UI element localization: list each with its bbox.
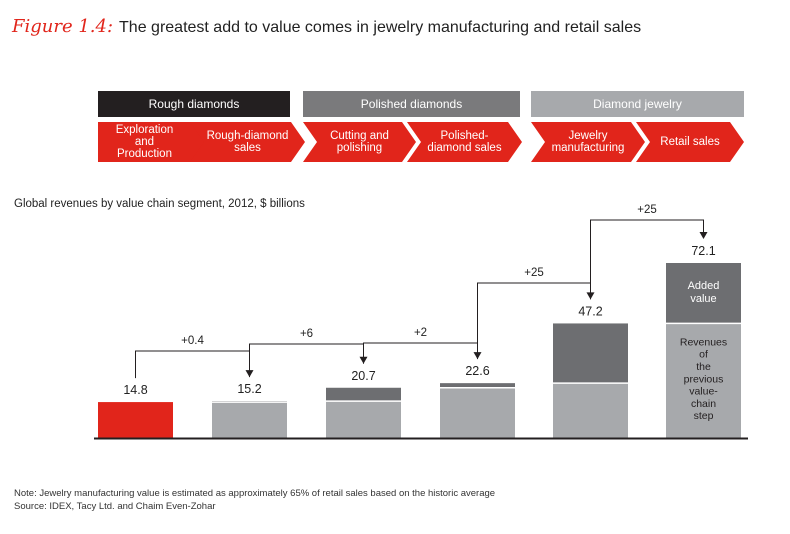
step-label-line: and (134, 136, 155, 148)
bar-value-label: 22.6 (465, 364, 489, 378)
bar-added-value (326, 387, 401, 402)
inside-bar-label: Revenues (680, 336, 727, 348)
figure-heading: The greatest add to value comes in jewel… (119, 19, 642, 36)
bar-previous-step (666, 323, 741, 438)
step-label-line: Exploration (115, 124, 174, 136)
step-label-line: Retail sales (660, 136, 720, 148)
step-label-line: Cutting and (330, 130, 389, 142)
stage-header: Rough diamonds (98, 91, 290, 117)
value-chain-step: Polished-diamond sales (407, 122, 522, 162)
bar-added-value (666, 263, 741, 324)
bar-added-value (440, 383, 515, 388)
increment-label: +25 (524, 267, 544, 279)
bar-value-label: 20.7 (351, 369, 375, 383)
bar-previous-step (326, 401, 401, 438)
source-text: Source: IDEX, Tacy Ltd. and Chaim Even-Z… (14, 501, 216, 512)
increment-label: +0.4 (181, 335, 204, 347)
value-chain-step: Cutting and polishing (303, 122, 416, 162)
value-chain-step: Exploration and Production (98, 122, 205, 162)
inside-bar-label: the (696, 361, 711, 373)
step-label-line: polishing (336, 142, 383, 154)
bar-added-value (553, 323, 628, 384)
value-chain-step: Retail sales (636, 122, 744, 162)
step-label-line: diamond sales (427, 142, 502, 154)
inside-bar-label: chain (691, 398, 716, 410)
figure-title: Figure 1.4: The greatest add to value com… (12, 16, 641, 37)
increment-label: +6 (300, 328, 313, 340)
stage-header: Polished diamonds (303, 91, 520, 117)
bar-value-label: 47.2 (578, 304, 602, 318)
stage-header: Diamond jewelry (531, 91, 744, 117)
figure-label: Figure 1.4: (12, 16, 114, 37)
note-text: Note: Jewelry manufacturing value is est… (14, 488, 496, 499)
bar-previous-step (212, 402, 287, 438)
inside-bar-label: Added (688, 280, 720, 292)
step-label-line: Jewelry (568, 130, 608, 142)
bar-value-label: 72.1 (691, 244, 715, 258)
inside-bar-label: value (690, 293, 716, 305)
bar-value-label: 15.2 (237, 382, 261, 396)
inside-bar-label: of (699, 349, 708, 361)
step-label-line: manufacturing (551, 142, 625, 154)
connector-line (590, 219, 704, 300)
inside-bar-label: step (694, 410, 714, 422)
bar-base (98, 402, 173, 438)
step-label-line: Rough-diamond (206, 130, 289, 142)
step-label-line: Production (117, 148, 172, 160)
increment-label: +2 (414, 327, 427, 339)
increment-label: +25 (637, 204, 657, 216)
connector-line (135, 350, 250, 379)
value-chain-step: Jewelry manufacturing (531, 122, 645, 162)
bar-previous-step (553, 383, 628, 438)
connector-arrowhead (699, 232, 708, 239)
connector-line (363, 342, 478, 364)
step-label-line: sales (234, 142, 261, 154)
chart-subtitle: Global revenues by value chain segment, … (14, 198, 305, 210)
connector-line (249, 343, 364, 378)
value-chain-step: Rough-diamond sales (190, 122, 305, 162)
inside-bar-label: previous (684, 373, 724, 385)
bar-previous-step (440, 387, 515, 438)
bar-value-label: 14.8 (123, 383, 147, 397)
step-label-line: Polished- (440, 130, 489, 142)
inside-bar-label: value- (689, 386, 718, 398)
